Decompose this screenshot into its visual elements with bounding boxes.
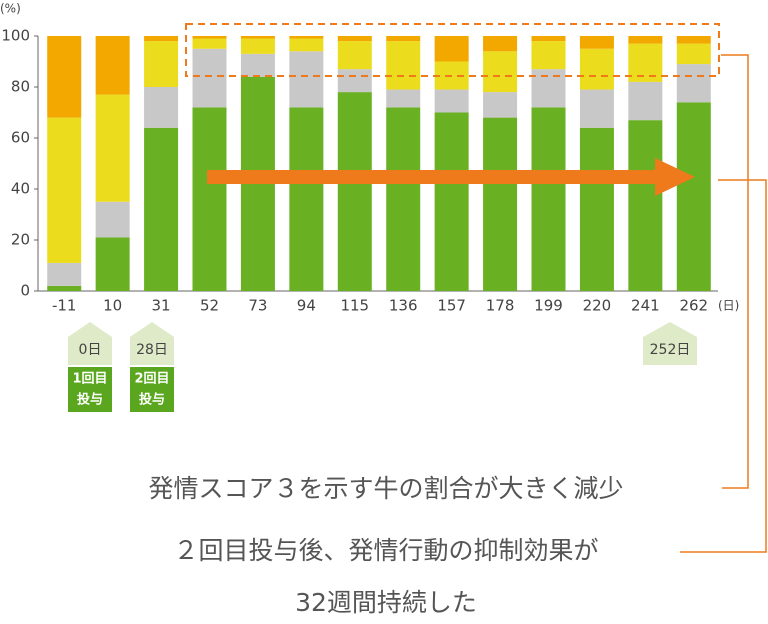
bar-segment bbox=[95, 36, 130, 95]
bar-segment bbox=[47, 36, 82, 118]
bar-segment bbox=[628, 36, 663, 44]
bar-segment bbox=[337, 41, 372, 70]
y-tick-label: 60 bbox=[11, 129, 30, 147]
bar-segment bbox=[337, 92, 372, 291]
bar-segment bbox=[483, 36, 518, 52]
x-tick-label: 73 bbox=[248, 297, 267, 315]
y-tick-label: 40 bbox=[11, 180, 30, 198]
bar-segment bbox=[676, 64, 711, 103]
bar-segment bbox=[386, 107, 421, 292]
bar-segment bbox=[483, 51, 518, 93]
dose-label: 1回目 bbox=[72, 372, 107, 387]
x-tick-label: 157 bbox=[437, 297, 466, 315]
callout-text: 32週間持続した bbox=[295, 588, 477, 617]
bar-segment bbox=[192, 48, 227, 108]
bar-segment bbox=[47, 285, 82, 291]
bar-segment bbox=[144, 36, 179, 42]
x-tick-label: 10 bbox=[103, 297, 122, 315]
bar-segment bbox=[289, 36, 324, 39]
bar-segment bbox=[95, 201, 130, 238]
bar-segment bbox=[95, 237, 130, 291]
day-label: 252日 bbox=[650, 342, 691, 358]
bar-segment bbox=[337, 69, 372, 93]
bracket bbox=[721, 54, 749, 489]
y-tick-label: 0 bbox=[20, 282, 30, 300]
bar-segment bbox=[676, 43, 711, 65]
day-marker bbox=[68, 322, 112, 365]
bar-segment bbox=[579, 127, 614, 291]
day-label: 0日 bbox=[79, 342, 102, 358]
bar-segment bbox=[144, 87, 179, 128]
x-tick-label: 220 bbox=[583, 297, 612, 315]
bar-segment bbox=[676, 36, 711, 44]
bar-segment bbox=[144, 127, 179, 291]
y-tick-label: 80 bbox=[11, 78, 30, 96]
bar-segment bbox=[579, 89, 614, 128]
bar-segment bbox=[628, 81, 663, 121]
y-tick-label: 20 bbox=[11, 231, 30, 249]
x-tick-label: -11 bbox=[52, 297, 77, 315]
bar-segment bbox=[289, 51, 324, 108]
decorations bbox=[185, 23, 767, 553]
x-tick-label: 31 bbox=[152, 297, 171, 315]
highlight-box bbox=[185, 23, 720, 77]
bar-segment bbox=[676, 102, 711, 291]
x-tick-label: 136 bbox=[389, 297, 418, 315]
callout-text: 発情スコア３を示す牛の割合が大きく減少 bbox=[148, 474, 623, 503]
dose-label: 2回目 bbox=[134, 372, 169, 387]
bar-segment bbox=[531, 41, 566, 70]
x-tick-label: 199 bbox=[534, 297, 563, 315]
day-label: 28日 bbox=[136, 342, 168, 358]
bar-segment bbox=[240, 53, 275, 77]
dose-box bbox=[68, 367, 112, 412]
bar-segment bbox=[289, 38, 324, 52]
bar-segment bbox=[144, 41, 179, 87]
bar-segment bbox=[628, 120, 663, 292]
bar-segment bbox=[386, 41, 421, 90]
trend-arrow bbox=[207, 158, 695, 196]
x-tick-label: 94 bbox=[297, 297, 316, 315]
bar-segment bbox=[95, 94, 130, 202]
bar-segment bbox=[531, 69, 566, 108]
bar-segment bbox=[240, 36, 275, 39]
bar-segment bbox=[240, 38, 275, 54]
bar-segment bbox=[386, 89, 421, 108]
x-tick-label: 241 bbox=[631, 297, 660, 315]
bar-segment bbox=[289, 107, 324, 292]
x-tick-label: 178 bbox=[486, 297, 515, 315]
y-tick-label: 100 bbox=[1, 27, 30, 45]
x-tick-label: 115 bbox=[340, 297, 369, 315]
bar-segment bbox=[47, 262, 82, 286]
bar-segment bbox=[434, 36, 469, 62]
x-tick-label: 52 bbox=[200, 297, 219, 315]
bar-segment bbox=[192, 36, 227, 39]
dose-box bbox=[130, 367, 174, 412]
bar-segment bbox=[628, 43, 663, 82]
bar-segment bbox=[531, 36, 566, 42]
bracket bbox=[680, 179, 767, 553]
bar-segment bbox=[579, 36, 614, 49]
bar-segment bbox=[192, 38, 227, 49]
bar-segment bbox=[386, 36, 421, 42]
bar-segment bbox=[337, 36, 372, 42]
dose-label: 投与 bbox=[77, 392, 103, 408]
bar-segment bbox=[483, 117, 518, 291]
bar-segment bbox=[434, 112, 469, 291]
bar-segment bbox=[483, 92, 518, 118]
bar-segment bbox=[531, 107, 566, 292]
x-tick-label: 262 bbox=[679, 297, 708, 315]
bar-segment bbox=[579, 48, 614, 90]
bar-segment bbox=[192, 107, 227, 292]
y-unit: (%) bbox=[0, 2, 21, 16]
callout-text: ２回目投与後、発情行動の抑制効果が bbox=[173, 536, 598, 565]
plot-area: 0 20 40 60 80 100 -11 10 31 52 73 94 115 136 157 178 199… bbox=[1, 27, 718, 315]
day-marker bbox=[643, 322, 697, 365]
dose-label: 投与 bbox=[139, 392, 165, 408]
bar-segment bbox=[434, 89, 469, 113]
bar-segment bbox=[47, 117, 82, 263]
x-unit: (日) bbox=[718, 299, 739, 313]
day-marker bbox=[130, 322, 174, 365]
